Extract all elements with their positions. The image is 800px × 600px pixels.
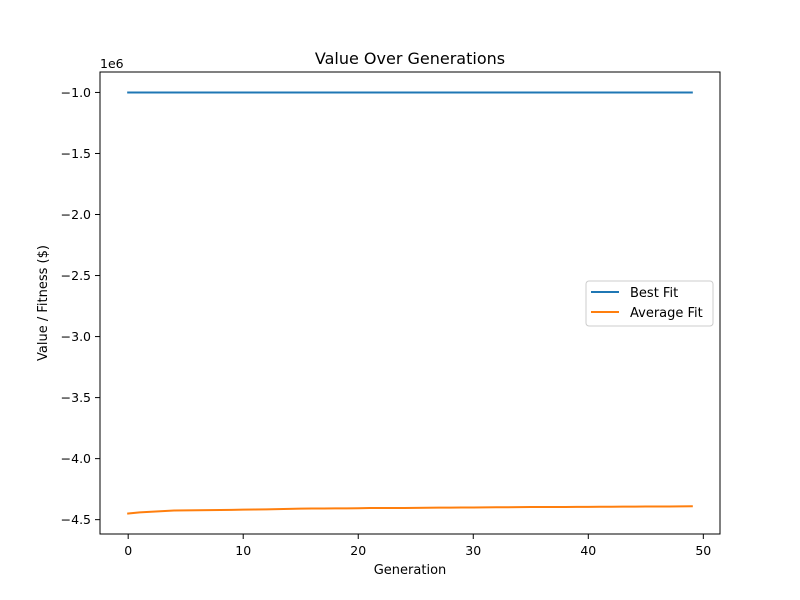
series-line-average-fit: [127, 505, 693, 515]
x-tick-label: 0: [124, 543, 132, 558]
x-tick-label: 30: [465, 543, 481, 558]
y-tick-label: −1.0: [61, 85, 91, 100]
plot-frame: [99, 71, 721, 535]
y-tick-label: −4.5: [61, 512, 91, 527]
x-tick-label: 20: [350, 543, 366, 558]
y-axis-ticks: −1.0 −1.5 −2.0 −2.5 −3.0 −3.5 −4.0 −4.5: [61, 85, 100, 527]
x-axis-ticks: 0 10 20 30 40 50: [124, 534, 711, 558]
legend: Best Fit Average Fit: [585, 280, 714, 327]
y-tick-label: −3.0: [61, 329, 91, 344]
legend-label-best-fit: Best Fit: [630, 286, 678, 301]
x-tick-label: 50: [695, 543, 711, 558]
y-tick-label: −2.0: [61, 207, 91, 222]
x-axis-label: Generation: [374, 563, 447, 578]
y-axis-offset-label: 1e6: [100, 56, 124, 71]
y-tick-label: −2.5: [61, 268, 91, 283]
series-layer: [127, 91, 693, 515]
y-tick-label: −4.0: [61, 451, 91, 466]
y-tick-label: −1.5: [61, 146, 91, 161]
x-tick-label: 10: [235, 543, 251, 558]
y-axis-label: Value / Fitness ($): [36, 245, 51, 361]
legend-label-average-fit: Average Fit: [630, 306, 703, 321]
x-tick-label: 40: [580, 543, 596, 558]
chart-title: Value Over Generations: [315, 49, 505, 68]
y-tick-label: −3.5: [61, 390, 91, 405]
